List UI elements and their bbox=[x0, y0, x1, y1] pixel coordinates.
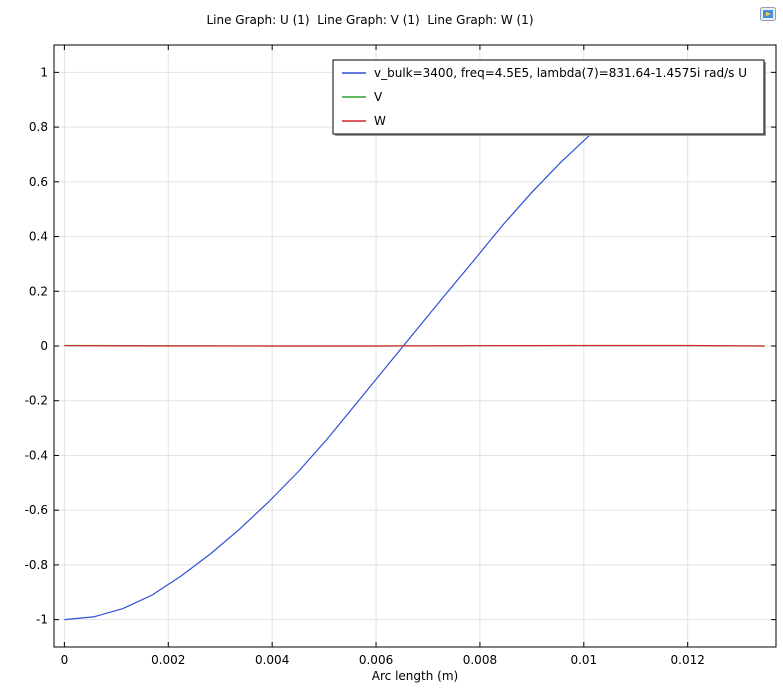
x-axis-label: Arc length (m) bbox=[372, 669, 458, 683]
x-tick-label: 0.006 bbox=[359, 653, 393, 667]
x-tick-label: 0.002 bbox=[151, 653, 185, 667]
series-layer bbox=[64, 71, 765, 621]
series-line-2 bbox=[64, 344, 765, 347]
x-tick-label: 0.008 bbox=[463, 653, 497, 667]
legend-label-1: V bbox=[374, 90, 383, 104]
legend-label-2: W bbox=[374, 114, 386, 128]
x-tick-label: 0 bbox=[61, 653, 69, 667]
y-tick-label: 0.4 bbox=[29, 230, 48, 244]
legend-box bbox=[332, 59, 765, 135]
legend-label-0: v_bulk=3400, freq=4.5E5, lambda(7)=831.6… bbox=[374, 66, 747, 80]
chart-title: Line Graph: U (1) Line Graph: V (1) Line… bbox=[206, 13, 534, 27]
y-tick-label: -0.8 bbox=[25, 558, 48, 572]
y-tick-label: 0.2 bbox=[29, 284, 48, 298]
x-tick-label: 0.004 bbox=[255, 653, 289, 667]
legend: v_bulk=3400, freq=4.5E5, lambda(7)=831.6… bbox=[332, 59, 766, 136]
y-tick-label: -0.4 bbox=[25, 448, 48, 462]
y-tick-label: 1 bbox=[40, 65, 48, 79]
x-tick-label: 0.01 bbox=[570, 653, 597, 667]
x-tick-label: 0.012 bbox=[671, 653, 705, 667]
ticks: 0 0.002 0.004 0.006 0.008 0.01 0.012 -1 -0.8 -0.6… bbox=[25, 45, 776, 667]
y-tick-label: -0.2 bbox=[25, 394, 48, 408]
y-tick-label: -1 bbox=[36, 613, 48, 627]
export-icon[interactable] bbox=[760, 7, 776, 21]
y-tick-label: -0.6 bbox=[25, 503, 48, 517]
y-tick-label: 0.8 bbox=[29, 120, 48, 134]
y-tick-label: 0.6 bbox=[29, 175, 48, 189]
y-tick-label: 0 bbox=[40, 339, 48, 353]
